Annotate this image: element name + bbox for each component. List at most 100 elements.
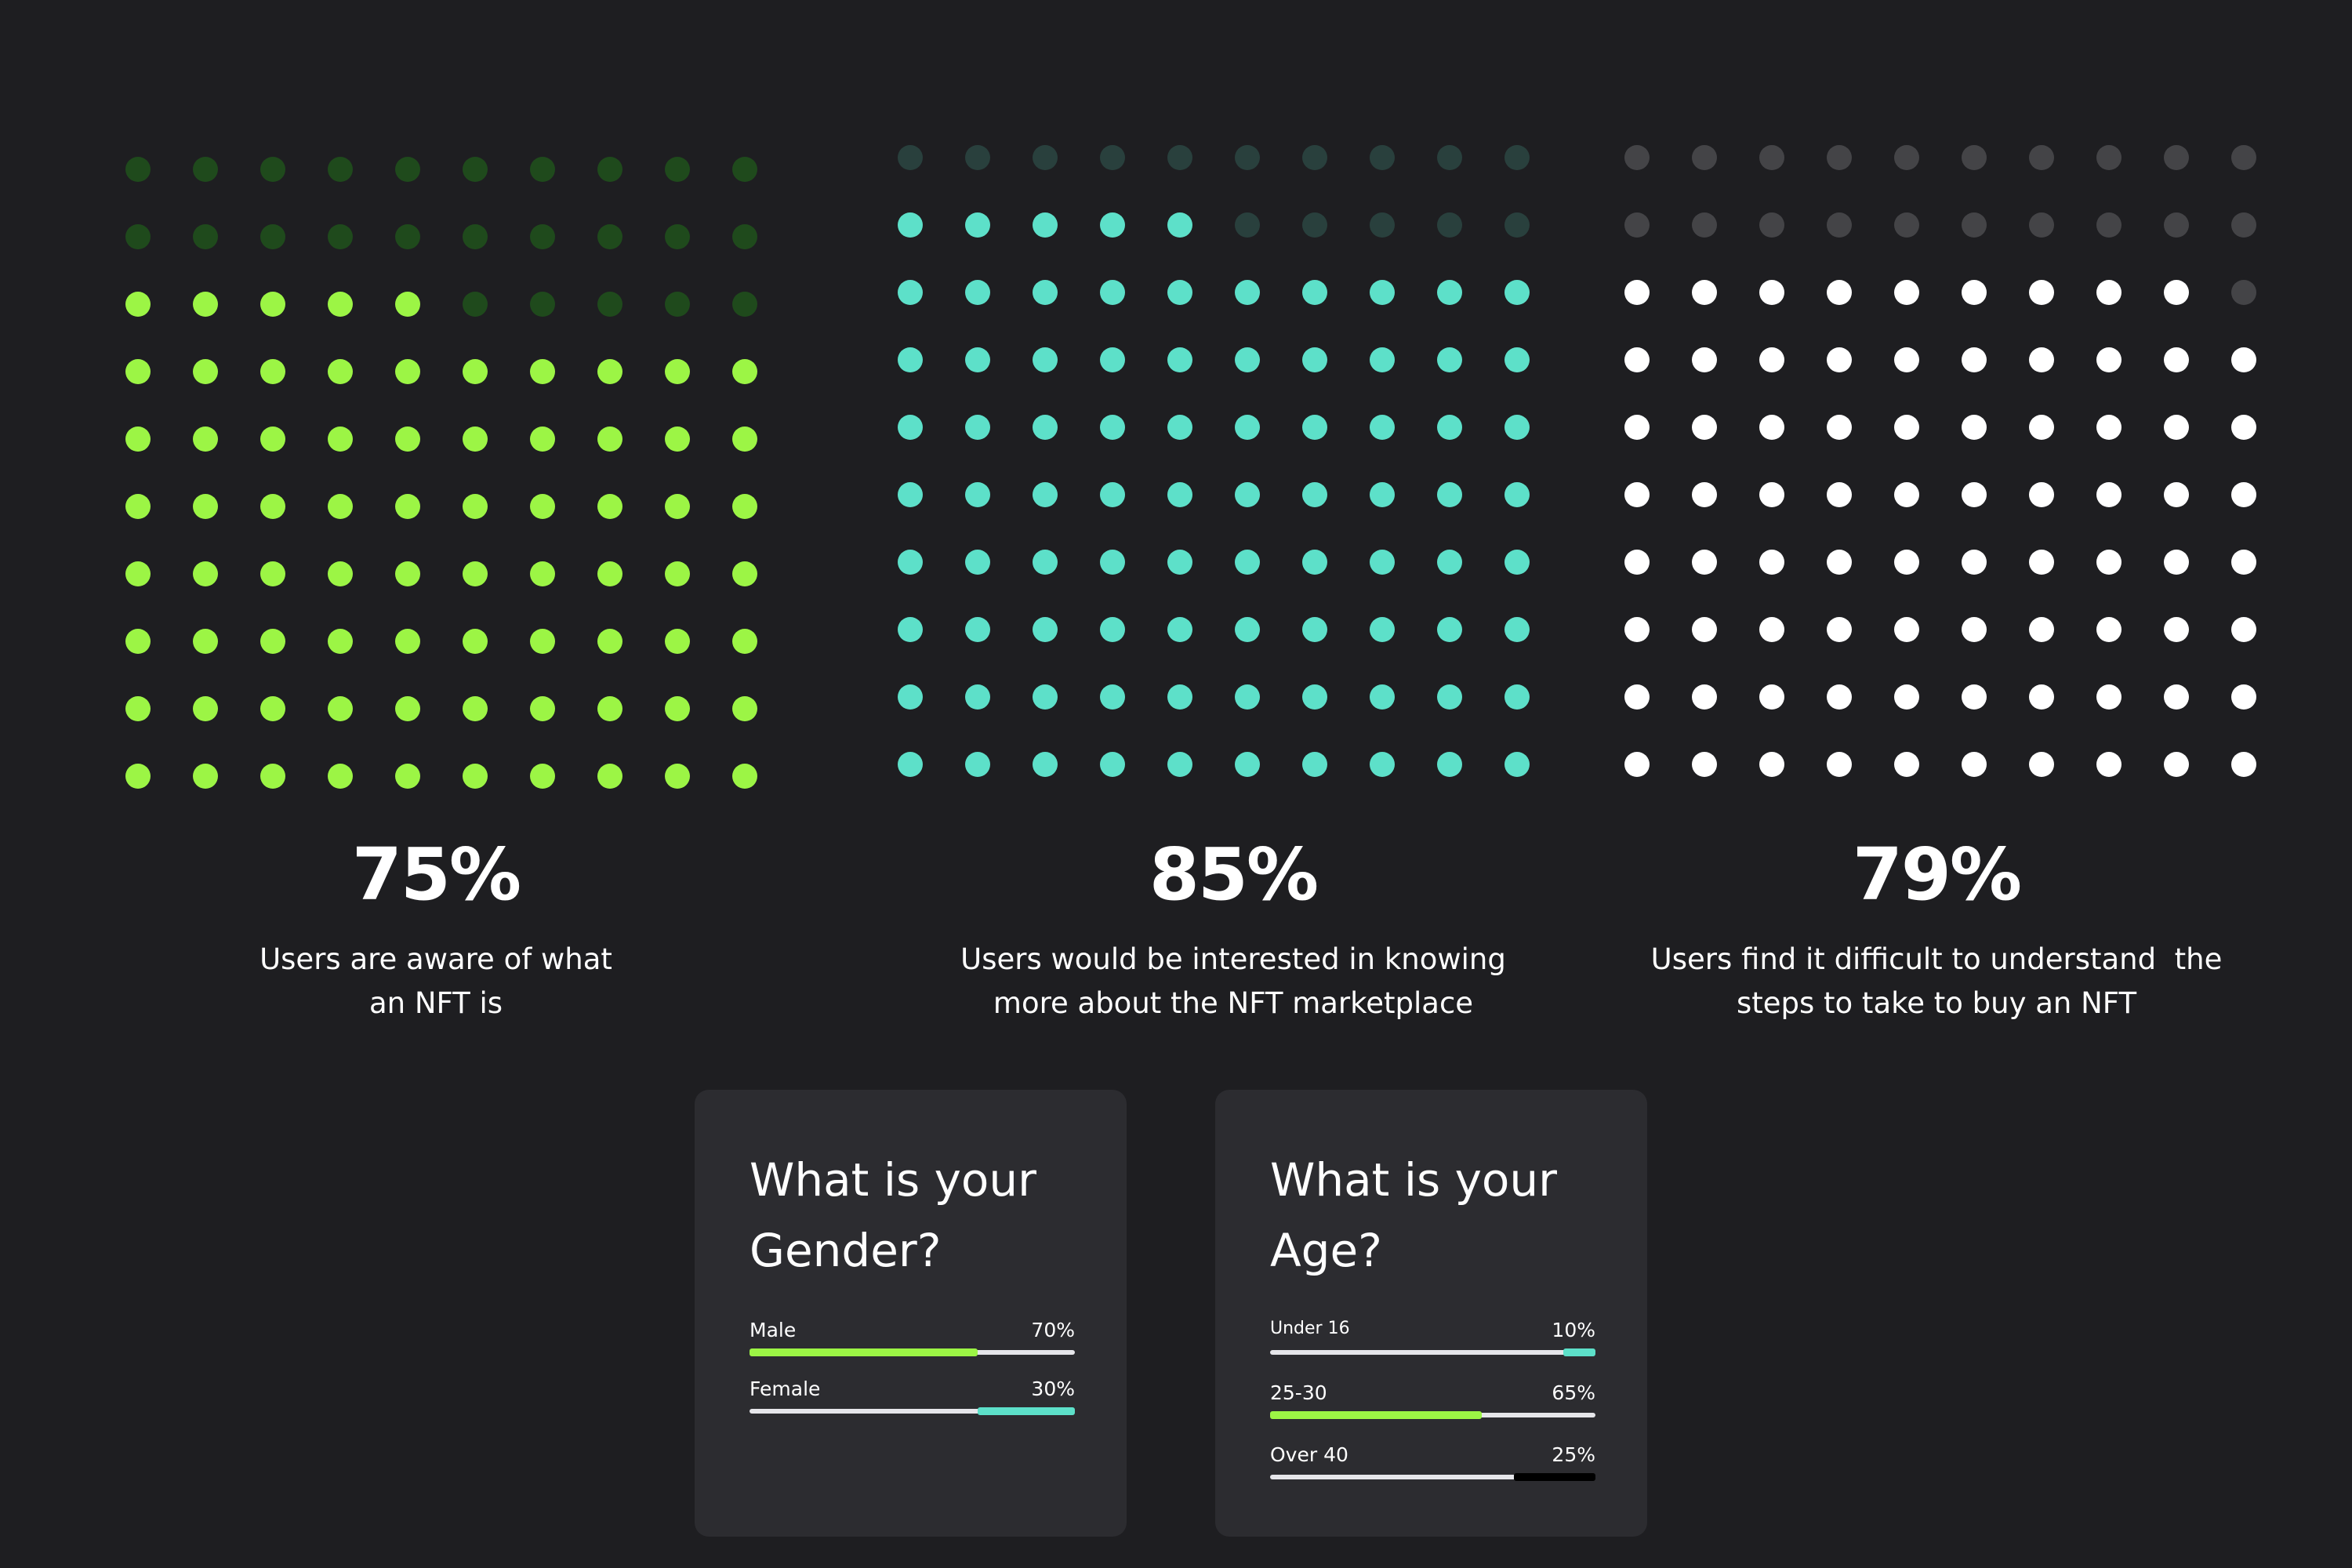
stat-aware-percentage: 75% bbox=[351, 833, 521, 916]
waffle-dot bbox=[1827, 347, 1852, 372]
waffle-dot bbox=[2096, 684, 2122, 710]
waffle-dot bbox=[732, 157, 757, 182]
waffle-dot bbox=[463, 629, 488, 654]
gender-card-title: What is your Gender? bbox=[750, 1153, 1037, 1277]
waffle-dot bbox=[1827, 415, 1852, 440]
waffle-dot bbox=[1302, 145, 1327, 170]
waffle-dot bbox=[1827, 617, 1852, 642]
waffle-dot bbox=[260, 494, 285, 519]
waffle-dot bbox=[597, 292, 622, 317]
waffle-dot bbox=[732, 224, 757, 249]
waffle-dot bbox=[597, 764, 622, 789]
waffle-dot bbox=[1759, 550, 1784, 575]
waffle-dot bbox=[193, 157, 218, 182]
waffle-dot bbox=[1759, 347, 1784, 372]
waffle-dot bbox=[2231, 212, 2256, 238]
waffle-dot bbox=[1033, 212, 1058, 238]
waffle-dot bbox=[1100, 550, 1125, 575]
waffle-dot bbox=[2029, 684, 2054, 710]
waffle-dot bbox=[1167, 415, 1192, 440]
waffle-dot bbox=[898, 482, 923, 507]
waffle-dot bbox=[2029, 617, 2054, 642]
waffle-dot bbox=[1100, 752, 1125, 777]
waffle-dot bbox=[965, 684, 990, 710]
waffle-dot bbox=[1504, 550, 1530, 575]
gender-survey-card: What is your Gender? Male 70% Female 30% bbox=[695, 1090, 1127, 1537]
waffle-dot bbox=[125, 157, 151, 182]
waffle-dot bbox=[1962, 212, 1987, 238]
waffle-dot bbox=[463, 764, 488, 789]
waffle-dot bbox=[1033, 280, 1058, 305]
waffle-dot bbox=[1100, 347, 1125, 372]
waffle-dot bbox=[1302, 550, 1327, 575]
waffle-dot bbox=[2164, 280, 2189, 305]
waffle-dot bbox=[1894, 145, 1919, 170]
waffle-dot bbox=[328, 629, 353, 654]
waffle-dot bbox=[463, 157, 488, 182]
gender-male-percentage: 70% bbox=[1031, 1319, 1075, 1341]
waffle-dot bbox=[1437, 347, 1462, 372]
waffle-dot bbox=[1962, 752, 1987, 777]
age-over-40-fill bbox=[1514, 1473, 1595, 1481]
waffle-dot bbox=[2096, 550, 2122, 575]
waffle-dot bbox=[1167, 212, 1192, 238]
waffle-dot bbox=[193, 561, 218, 586]
waffle-dot bbox=[665, 359, 690, 384]
waffle-dot bbox=[2164, 415, 2189, 440]
age-under-16-fill bbox=[1563, 1348, 1595, 1356]
waffle-dot bbox=[2231, 684, 2256, 710]
waffle-dot bbox=[125, 629, 151, 654]
waffle-dot bbox=[395, 561, 420, 586]
waffle-dot bbox=[1235, 212, 1260, 238]
waffle-dot bbox=[732, 292, 757, 317]
waffle-dot bbox=[395, 629, 420, 654]
waffle-dot bbox=[260, 426, 285, 452]
waffle-dot bbox=[1033, 752, 1058, 777]
waffle-dot bbox=[665, 224, 690, 249]
waffle-dot bbox=[1962, 415, 1987, 440]
waffle-dot bbox=[597, 359, 622, 384]
waffle-dot bbox=[1827, 280, 1852, 305]
gender-male-fill bbox=[750, 1348, 978, 1356]
waffle-dot bbox=[665, 696, 690, 721]
waffle-dot bbox=[1302, 415, 1327, 440]
waffle-dot bbox=[1692, 617, 1717, 642]
waffle-dot bbox=[1894, 752, 1919, 777]
waffle-dot bbox=[193, 224, 218, 249]
waffle-dot bbox=[1235, 617, 1260, 642]
waffle-dot bbox=[193, 426, 218, 452]
waffle-dot bbox=[665, 494, 690, 519]
waffle-dot bbox=[597, 561, 622, 586]
waffle-dot bbox=[1370, 684, 1395, 710]
waffle-dot bbox=[463, 561, 488, 586]
waffle-dot bbox=[1504, 617, 1530, 642]
stat-aware-line-2: an NFT is bbox=[368, 986, 503, 1020]
waffle-dot bbox=[1692, 482, 1717, 507]
waffle-dot bbox=[1033, 617, 1058, 642]
waffle-dot bbox=[530, 629, 555, 654]
waffle-dot bbox=[1100, 482, 1125, 507]
waffle-dot bbox=[1504, 145, 1530, 170]
waffle-dot bbox=[530, 224, 555, 249]
waffle-dot bbox=[597, 494, 622, 519]
waffle-dot bbox=[2029, 752, 2054, 777]
waffle-dot bbox=[732, 359, 757, 384]
waffle-dot bbox=[1692, 684, 1717, 710]
waffle-chart-interested bbox=[898, 145, 1541, 788]
waffle-dot bbox=[328, 224, 353, 249]
waffle-dot bbox=[965, 212, 990, 238]
waffle-dot bbox=[1033, 684, 1058, 710]
waffle-dot bbox=[2164, 752, 2189, 777]
waffle-dot bbox=[1302, 212, 1327, 238]
age-bar-25-30: 25-30 65% bbox=[1270, 1381, 1595, 1421]
waffle-dot bbox=[260, 764, 285, 789]
waffle-dot bbox=[260, 157, 285, 182]
waffle-dot bbox=[1894, 482, 1919, 507]
waffle-dot bbox=[1624, 617, 1650, 642]
gender-bar-male: Male 70% bbox=[750, 1319, 1075, 1358]
waffle-dot bbox=[965, 482, 990, 507]
waffle-dot bbox=[898, 415, 923, 440]
waffle-dot bbox=[2231, 280, 2256, 305]
waffle-dot bbox=[2096, 482, 2122, 507]
waffle-dot bbox=[1624, 752, 1650, 777]
